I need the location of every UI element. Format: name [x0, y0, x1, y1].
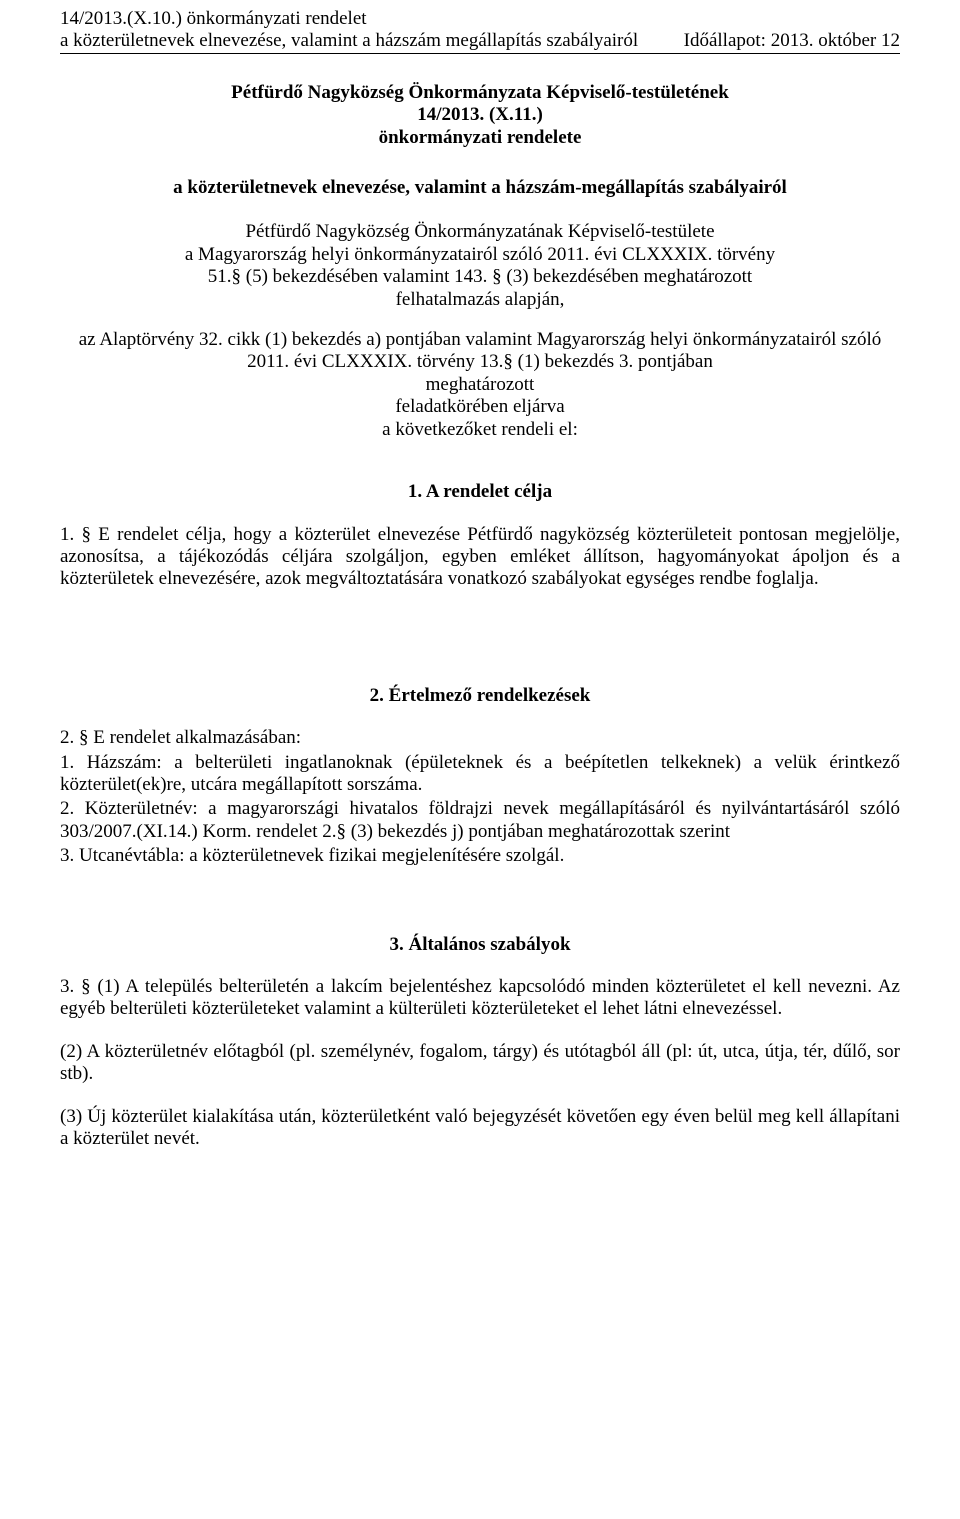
header-status: Időállapot: 2013. október 12 — [664, 30, 900, 52]
preamble-line3: 51.§ (5) bekezdésében valamint 143. § (3… — [60, 266, 900, 288]
title-line1: Pétfürdő Nagyközség Önkormányzata Képvis… — [60, 82, 900, 104]
title-line3: önkormányzati rendelete — [60, 127, 900, 149]
document-subtitle-block: a közterületnevek elnevezése, valamint a… — [60, 177, 900, 311]
header-left: 14/2013.(X.10.) önkormányzati rendelet a… — [60, 8, 664, 53]
preamble-line4: felhatalmazás alapján, — [60, 289, 900, 311]
document-title: Pétfürdő Nagyközség Önkormányzata Képvis… — [60, 82, 900, 149]
preamble-line1: Pétfürdő Nagyközség Önkormányzatának Kép… — [60, 221, 900, 243]
header-ref-line1: 14/2013.(X.10.) önkormányzati rendelet — [60, 8, 664, 30]
basis-line2: meghatározott — [60, 374, 900, 396]
section-2-p4: 3. Utcanévtábla: a közterületnevek fizik… — [60, 845, 900, 867]
basis-line1: az Alaptörvény 32. cikk (1) bekezdés a) … — [79, 329, 881, 372]
section-3-p1: 3. § (1) A település belterületén a lakc… — [60, 976, 900, 1021]
document-subtitle: a közterületnevek elnevezése, valamint a… — [60, 177, 900, 199]
title-line2: 14/2013. (X.11.) — [60, 104, 900, 126]
basis-line3: feladatkörében eljárva — [60, 396, 900, 418]
section-2-heading: 2. Értelmező rendelkezések — [60, 685, 900, 707]
section-3-p2: (2) A közterületnév előtagból (pl. szemé… — [60, 1041, 900, 1086]
header-ref-line2: a közterületnevek elnevezése, valamint a… — [60, 30, 664, 52]
section-2-p1: 2. § E rendelet alkalmazásában: — [60, 727, 900, 749]
section-1-heading: 1. A rendelet célja — [60, 481, 900, 503]
section-2-p3: 2. Közterületnév: a magyarországi hivata… — [60, 798, 900, 843]
section-2-p2: 1. Házszám: a belterületi ingatlanoknak … — [60, 752, 900, 797]
page-header: 14/2013.(X.10.) önkormányzati rendelet a… — [60, 8, 900, 54]
legal-basis: az Alaptörvény 32. cikk (1) bekezdés a) … — [60, 329, 900, 441]
preamble-line2: a Magyarország helyi önkormányzatairól s… — [60, 244, 900, 266]
section-3-p3: (3) Új közterület kialakítása után, közt… — [60, 1106, 900, 1151]
section-1-p1: 1. § E rendelet célja, hogy a közterület… — [60, 524, 900, 591]
basis-line4: a következőket rendeli el: — [60, 419, 900, 441]
section-3-heading: 3. Általános szabályok — [60, 934, 900, 956]
